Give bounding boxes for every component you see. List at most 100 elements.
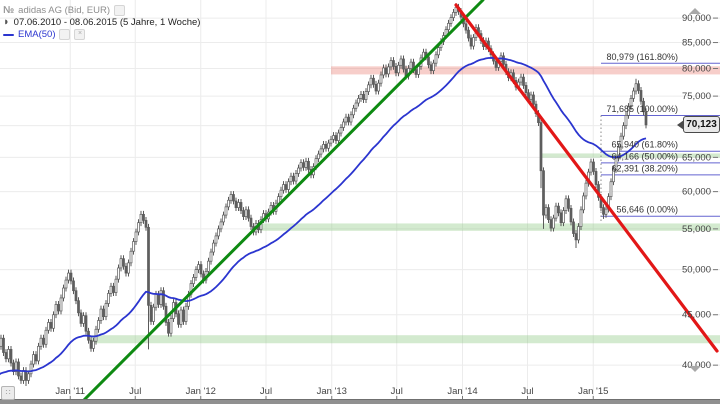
candle-body (449, 17, 453, 24)
edit-indicator-button[interactable] (59, 29, 71, 40)
ema-line-swatch (3, 33, 14, 36)
candle-body (609, 181, 613, 197)
candle-body (574, 233, 578, 241)
candle-body (47, 322, 50, 331)
candle-body (304, 160, 308, 168)
candle-body (7, 349, 10, 360)
candle-body (354, 102, 358, 109)
candle-body (569, 207, 573, 223)
x-axis-label: Jul (391, 386, 403, 397)
candle-body (529, 94, 533, 100)
x-axis-label: Jan '14 (447, 386, 477, 397)
candle-body (369, 77, 373, 86)
candle-body (344, 116, 348, 123)
candle-body (557, 205, 560, 214)
candle-body (117, 267, 120, 280)
support-zone-43 (91, 335, 720, 344)
candle-body (289, 175, 293, 183)
candle-body (427, 56, 430, 66)
candle-body (154, 293, 158, 308)
instrument-settings-button[interactable] (114, 5, 126, 16)
candle-body (297, 167, 300, 174)
fib-level-label: 64,166 (50.00%) (611, 151, 678, 161)
candle-body (184, 305, 188, 322)
candle-body (644, 111, 648, 126)
candle-body (464, 23, 468, 31)
scroll-up-arrow-icon[interactable] (689, 8, 701, 14)
y-axis-label: 90,000 (682, 13, 711, 24)
candle-body (39, 337, 43, 347)
candle-body (379, 74, 383, 84)
candle-body (552, 217, 555, 229)
candle-body (502, 55, 505, 65)
candle-body (639, 90, 643, 102)
candle-body (372, 77, 375, 85)
candle-body (472, 37, 475, 47)
candle-body (362, 94, 365, 100)
candle-body (524, 85, 528, 94)
legend-indicator-row: EMA(50) × (3, 29, 86, 40)
candle-body (52, 314, 55, 329)
candle-body (302, 162, 305, 168)
candle-body (564, 198, 568, 211)
candle-body (542, 170, 545, 216)
ema-indicator-label: EMA(50) (18, 29, 56, 40)
candle-body (554, 205, 558, 219)
candle-body (307, 160, 310, 170)
candle-body (384, 67, 388, 75)
candle-body (222, 214, 225, 223)
candle-body (127, 262, 130, 274)
pan-handle-icon[interactable]: ∷ (1, 386, 15, 400)
candle-body (27, 373, 30, 381)
fib-level-label: 56,646 (0.00%) (616, 205, 678, 215)
candle-body (394, 66, 398, 74)
candle-body (84, 315, 88, 332)
candle-body (164, 305, 168, 323)
y-axis-label: 80,000 (682, 63, 711, 74)
candle-body (169, 318, 173, 334)
candle-body (199, 264, 203, 275)
candle-body (92, 340, 95, 349)
fib-level-label: 80,979 (161.80%) (606, 52, 678, 62)
remove-indicator-button[interactable]: × (74, 29, 86, 40)
candle-body (79, 312, 83, 324)
candle-body (432, 62, 435, 71)
candle-body (72, 280, 75, 292)
candle-body (139, 213, 143, 224)
candle-body (434, 54, 438, 64)
candle-body (17, 361, 20, 377)
candle-body (349, 114, 353, 123)
uptrend-line (78, 0, 485, 404)
candle-body (67, 272, 70, 281)
candle-body (219, 221, 223, 230)
candle-body (207, 260, 210, 272)
candle-body (617, 146, 620, 159)
candle-body (532, 94, 535, 105)
candle-body (74, 290, 78, 302)
candle-body (364, 91, 368, 100)
candle-body (397, 64, 400, 74)
candle-body (594, 171, 598, 185)
candle-body (97, 320, 100, 330)
candle-body (144, 220, 148, 228)
candle-body (192, 277, 195, 284)
candle-body (627, 106, 630, 116)
y-axis-label: 55,000 (682, 224, 711, 235)
candle-body (34, 354, 38, 362)
y-axis-label: 75,000 (682, 91, 711, 102)
scroll-down-arrow-icon[interactable] (689, 366, 701, 372)
candle-body (224, 206, 228, 216)
time-scrollbar[interactable] (0, 399, 720, 404)
downtrend-line (454, 3, 719, 353)
candle-body (592, 161, 595, 172)
candle-body (634, 83, 638, 92)
date-range-label: 07.06.2010 - 08.06.2015 (5 Jahre, 1 Woch… (13, 17, 201, 28)
candle-body (279, 189, 283, 197)
clock-icon: ◗ (3, 16, 10, 28)
candle-body (122, 258, 125, 267)
fib-level-label: 62,391 (38.20%) (611, 163, 678, 173)
y-axis-label: 65,000 (682, 152, 711, 163)
legend-daterange-row: ◗ 07.06.2010 - 08.06.2015 (5 Jahre, 1 Wo… (3, 16, 201, 29)
